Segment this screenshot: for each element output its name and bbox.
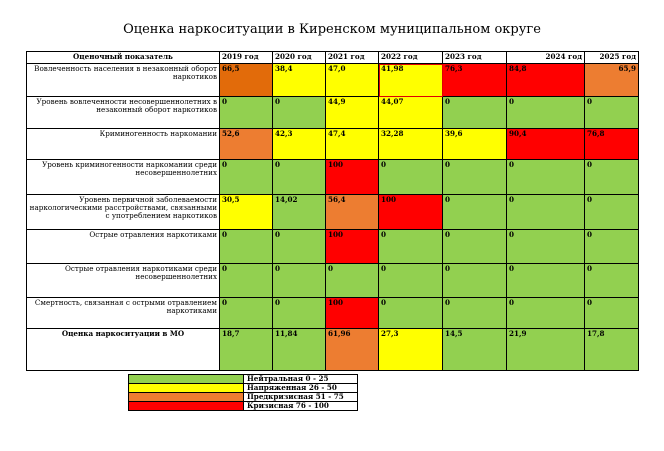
value-cell: 0 <box>506 229 585 264</box>
header-year: 2019 год <box>219 51 273 64</box>
header-year: 2021 год <box>325 51 379 64</box>
table-row: Уровень первичной заболеваемости нарколо… <box>26 194 639 230</box>
value-cell: 14,02 <box>272 194 326 230</box>
table-row: Острые отравления наркотиками среди несо… <box>26 263 639 298</box>
legend-swatch-crisis <box>128 401 244 411</box>
value-cell: 0 <box>442 229 507 264</box>
legend-swatch-tense <box>128 383 244 393</box>
value-cell: 0 <box>219 159 273 195</box>
value-cell: 0 <box>219 229 273 264</box>
value-cell: 0 <box>506 159 585 195</box>
value-cell: 0 <box>584 297 639 329</box>
header-year: 2022 год <box>378 51 443 64</box>
total-value-cell: 21,9 <box>506 328 585 371</box>
narco-situation-table: Оценочный показатель 2019 год 2020 год 2… <box>26 51 639 371</box>
value-cell: 0 <box>506 263 585 298</box>
total-value-cell: 18,7 <box>219 328 273 371</box>
value-cell: 0 <box>219 96 273 129</box>
total-value-cell: 61,96 <box>325 328 379 371</box>
value-cell: 0 <box>442 194 507 230</box>
header-year: 2024 год <box>506 51 585 64</box>
value-cell: 0 <box>272 263 326 298</box>
value-cell: 100 <box>325 229 379 264</box>
header-indicator: Оценочный показатель <box>26 51 220 64</box>
value-cell: 52,6 <box>219 128 273 160</box>
value-cell: 41,98 <box>378 63 443 97</box>
indicator-label: Смертность, связанная с острыми отравлен… <box>26 297 220 329</box>
value-cell: 56,4 <box>325 194 379 230</box>
indicator-label: Острые отравления наркотиками <box>26 229 220 264</box>
value-cell: 0 <box>506 96 585 129</box>
value-cell: 0 <box>378 263 443 298</box>
indicator-label: Уровень вовлеченности несовершеннолетних… <box>26 96 220 129</box>
value-cell: 0 <box>584 194 639 230</box>
value-cell: 44,07 <box>378 96 443 129</box>
value-cell: 0 <box>378 159 443 195</box>
table-row: Смертность, связанная с острыми отравлен… <box>26 297 639 329</box>
value-cell: 30,5 <box>219 194 273 230</box>
value-cell: 39,6 <box>442 128 507 160</box>
value-cell: 0 <box>584 159 639 195</box>
indicator-label: Вовлеченность населения в незаконный обо… <box>26 63 220 97</box>
total-value-cell: 17,8 <box>584 328 639 371</box>
legend-swatch-precrisis <box>128 392 244 402</box>
table-row: Уровень криминогенности наркомании среди… <box>26 159 639 195</box>
value-cell: 0 <box>272 229 326 264</box>
page-title: Оценка наркоситуации в Киренском муницип… <box>123 22 541 37</box>
header-year: 2025 год <box>584 51 639 64</box>
table-row: Вовлеченность населения в незаконный обо… <box>26 63 639 97</box>
value-cell: 0 <box>442 96 507 129</box>
indicator-label: Уровень первичной заболеваемости нарколо… <box>26 194 220 230</box>
value-cell: 0 <box>219 297 273 329</box>
value-cell: 0 <box>506 194 585 230</box>
value-cell: 47,4 <box>325 128 379 160</box>
legend: Нейтральная 0 - 25 Напряженная 26 - 50 П… <box>128 374 358 411</box>
value-cell: 0 <box>442 297 507 329</box>
value-cell: 0 <box>272 159 326 195</box>
value-cell: 0 <box>584 229 639 264</box>
value-cell: 66,5 <box>219 63 273 97</box>
value-cell: 0 <box>378 229 443 264</box>
value-cell: 0 <box>219 263 273 298</box>
value-cell: 90,4 <box>506 128 585 160</box>
value-cell: 0 <box>378 297 443 329</box>
legend-swatch-neutral <box>128 374 244 384</box>
value-cell: 76,8 <box>584 128 639 160</box>
value-cell: 0 <box>272 297 326 329</box>
value-cell: 100 <box>325 297 379 329</box>
legend-item: Кризисная 76 - 100 <box>128 401 358 411</box>
value-cell: 47,0 <box>325 63 379 97</box>
value-cell: 42,3 <box>272 128 326 160</box>
table-row: Уровень вовлеченности несовершеннолетних… <box>26 96 639 129</box>
value-cell: 32,28 <box>378 128 443 160</box>
indicator-label: Острые отравления наркотиками среди несо… <box>26 263 220 298</box>
table-header-row: Оценочный показатель 2019 год 2020 год 2… <box>26 51 639 64</box>
value-cell: 0 <box>442 263 507 298</box>
total-value-cell: 11,84 <box>272 328 326 371</box>
value-cell: 0 <box>442 159 507 195</box>
value-cell: 0 <box>506 297 585 329</box>
value-cell: 76,3 <box>442 63 507 97</box>
value-cell: 65,9 <box>584 63 639 97</box>
value-cell: 84,8 <box>506 63 585 97</box>
value-cell: 0 <box>584 263 639 298</box>
value-cell: 0 <box>325 263 379 298</box>
value-cell: 100 <box>325 159 379 195</box>
total-value-cell: 14,5 <box>442 328 507 371</box>
total-value-cell: 27,3 <box>378 328 443 371</box>
value-cell: 0 <box>272 96 326 129</box>
value-cell: 44,9 <box>325 96 379 129</box>
header-year: 2020 год <box>272 51 326 64</box>
indicator-label: Криминогенность наркомании <box>26 128 220 160</box>
table-row: Криминогенность наркомании 52,6 42,3 47,… <box>26 128 639 160</box>
total-label: Оценка наркоситуации в МО <box>26 328 220 371</box>
table-row: Острые отравления наркотиками 0 0 100 0 … <box>26 229 639 264</box>
value-cell: 0 <box>584 96 639 129</box>
value-cell: 38,4 <box>272 63 326 97</box>
header-year: 2023 год <box>442 51 507 64</box>
indicator-label: Уровень криминогенности наркомании среди… <box>26 159 220 195</box>
legend-label: Кризисная 76 - 100 <box>243 401 358 411</box>
value-cell: 100 <box>378 194 443 230</box>
table-row-total: Оценка наркоситуации в МО 18,7 11,84 61,… <box>26 328 639 371</box>
